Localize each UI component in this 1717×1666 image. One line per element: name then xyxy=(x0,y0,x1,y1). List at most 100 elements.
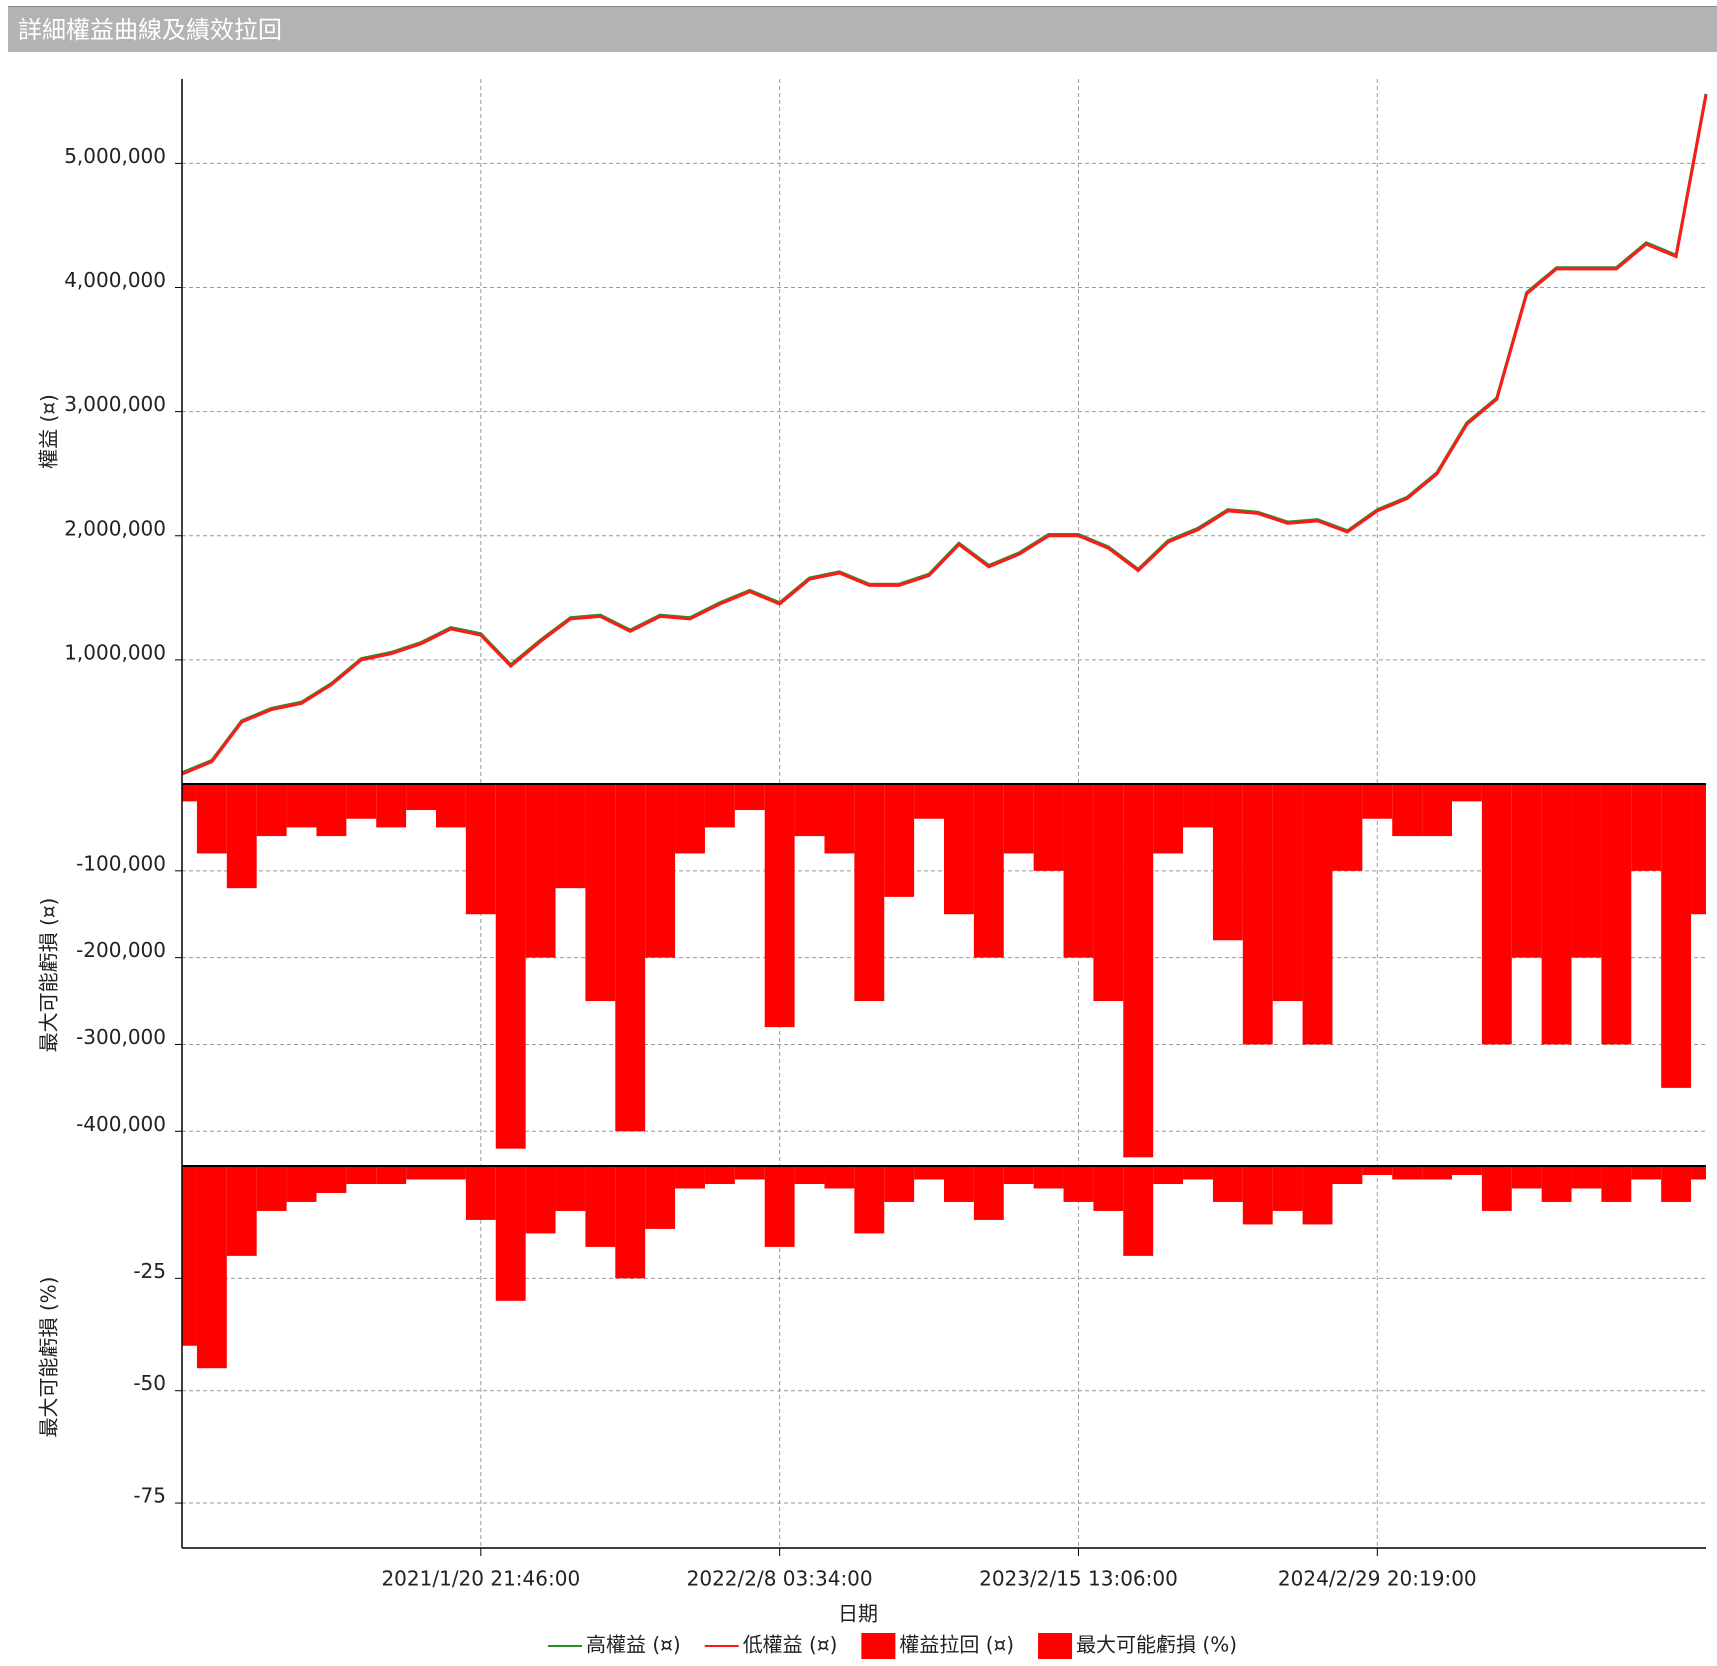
equity-line xyxy=(181,94,1708,776)
drawdown-bar xyxy=(824,784,855,854)
drawdown-bar xyxy=(1242,1166,1273,1225)
drawdown-bar xyxy=(1033,784,1064,871)
drawdown-bar xyxy=(615,1166,646,1279)
drawdown-bar xyxy=(1392,784,1423,837)
drawdown-bar xyxy=(794,784,825,837)
drawdown-bar xyxy=(1212,784,1243,941)
drawdown-bar xyxy=(1332,784,1363,871)
drawdown-bar xyxy=(824,1166,855,1189)
y-tick-label: -300,000 xyxy=(76,1025,166,1049)
drawdown-bar xyxy=(406,784,436,811)
drawdown-bar xyxy=(316,1166,347,1193)
drawdown-bar xyxy=(1601,784,1632,1045)
drawdown-bar xyxy=(1691,1166,1706,1180)
drawdown-bar xyxy=(1033,1166,1064,1189)
y-tick-label: 5,000,000 xyxy=(64,144,166,168)
drawdown-bar xyxy=(854,1166,885,1234)
y-tick-label: -75 xyxy=(133,1484,166,1508)
drawdown-bar xyxy=(1541,1166,1572,1202)
drawdown-bar xyxy=(1392,1166,1423,1180)
drawdown-bar xyxy=(794,1166,825,1184)
legend-label: 低權益 (¤) xyxy=(743,1633,838,1657)
drawdown-bar xyxy=(1153,1166,1184,1184)
drawdown-bar xyxy=(226,784,257,889)
drawdown-bar xyxy=(1481,1166,1512,1211)
drawdown-bar xyxy=(884,1166,915,1202)
drawdown-bar xyxy=(645,1166,676,1229)
drawdown-bar xyxy=(495,784,526,1149)
drawdown-bar xyxy=(256,1166,287,1211)
drawdown-bar xyxy=(406,1166,436,1180)
y-tick-label: -50 xyxy=(133,1371,166,1395)
drawdown-bar xyxy=(182,1166,197,1346)
drawdown-bar xyxy=(525,784,556,958)
drawdown-bar xyxy=(555,784,586,889)
drawdown-bar xyxy=(1571,784,1602,958)
drawdown-bar xyxy=(346,784,377,819)
drawdown-bar xyxy=(973,1166,1004,1220)
drawdown-bar xyxy=(1661,784,1692,1088)
y-axis-label: 最大可能虧損 (%) xyxy=(37,1277,61,1438)
drawdown-bar xyxy=(1093,784,1124,1002)
y-tick-label: -400,000 xyxy=(76,1112,166,1136)
drawdown-bar xyxy=(944,1166,974,1202)
drawdown-bar xyxy=(615,784,646,1132)
drawdown-bar xyxy=(555,1166,586,1211)
legend-swatch xyxy=(1038,1633,1073,1659)
drawdown-bar xyxy=(1272,784,1303,1002)
drawdown-bar xyxy=(1003,784,1034,854)
drawdown-bar xyxy=(944,784,974,915)
drawdown-bar xyxy=(854,784,885,1002)
drawdown-bar xyxy=(1631,1166,1662,1180)
drawdown-bar xyxy=(1332,1166,1363,1184)
y-tick-label: -25 xyxy=(133,1259,166,1283)
drawdown-bar xyxy=(1691,784,1706,915)
legend-label: 權益拉回 (¤) xyxy=(899,1633,1014,1657)
y-tick-label: 2,000,000 xyxy=(64,516,166,540)
drawdown-bar xyxy=(914,1166,944,1180)
drawdown-bar xyxy=(376,1166,407,1184)
drawdown-bar xyxy=(1362,784,1393,819)
y-tick-label: 3,000,000 xyxy=(64,392,166,416)
drawdown-bar xyxy=(436,784,466,828)
drawdown-bar xyxy=(704,784,735,828)
drawdown-bar xyxy=(1093,1166,1124,1211)
drawdown-bar xyxy=(734,784,765,811)
drawdown-bar xyxy=(764,784,795,1028)
y-axis-label: 最大可能虧損 (¤) xyxy=(37,898,61,1053)
drawdown-bar xyxy=(1511,1166,1542,1189)
drawdown-bar xyxy=(1362,1166,1393,1175)
drawdown-bar xyxy=(1212,1166,1243,1202)
drawdown-bar xyxy=(196,1166,227,1369)
drawdown-bar xyxy=(675,784,705,854)
drawdown-bar xyxy=(465,1166,496,1220)
drawdown-bar xyxy=(1481,784,1512,1045)
drawdown-bar xyxy=(645,784,676,958)
drawdown-bar xyxy=(585,1166,616,1247)
legend-label: 高權益 (¤) xyxy=(586,1633,681,1657)
drawdown-bar xyxy=(286,1166,317,1202)
drawdown-bar xyxy=(973,784,1004,958)
drawdown-bar xyxy=(1452,784,1482,802)
drawdown-bar xyxy=(1003,1166,1034,1184)
y-tick-label: -200,000 xyxy=(76,938,166,962)
drawdown-bar xyxy=(1452,1166,1482,1175)
drawdown-bar xyxy=(585,784,616,1002)
title-bar: 詳細權益曲線及績效拉回 xyxy=(8,6,1717,52)
drawdown-bar xyxy=(436,1166,466,1180)
x-axis-label: 日期 xyxy=(838,1602,878,1626)
drawdown-bar xyxy=(1631,784,1662,871)
drawdown-bar xyxy=(1302,784,1333,1045)
drawdown-bar xyxy=(1153,784,1184,854)
drawdown-bar xyxy=(376,784,407,828)
drawdown-bar xyxy=(764,1166,795,1247)
equity-line xyxy=(181,93,1708,775)
drawdown-bar xyxy=(734,1166,765,1180)
drawdown-bar xyxy=(675,1166,705,1189)
drawdown-bar xyxy=(346,1166,377,1184)
drawdown-bar xyxy=(1422,784,1452,837)
drawdown-bar xyxy=(1123,1166,1154,1256)
drawdown-bar xyxy=(1183,784,1213,828)
